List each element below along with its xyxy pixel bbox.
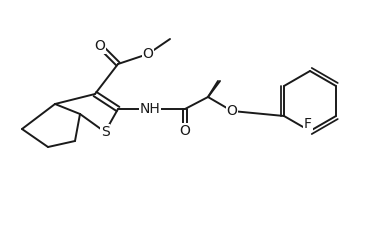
Text: O: O (142, 47, 153, 61)
Text: O: O (227, 104, 237, 118)
Text: NH: NH (140, 102, 160, 116)
Text: O: O (94, 39, 105, 53)
Text: O: O (180, 124, 190, 138)
Text: F: F (304, 117, 312, 131)
Text: S: S (100, 125, 109, 139)
